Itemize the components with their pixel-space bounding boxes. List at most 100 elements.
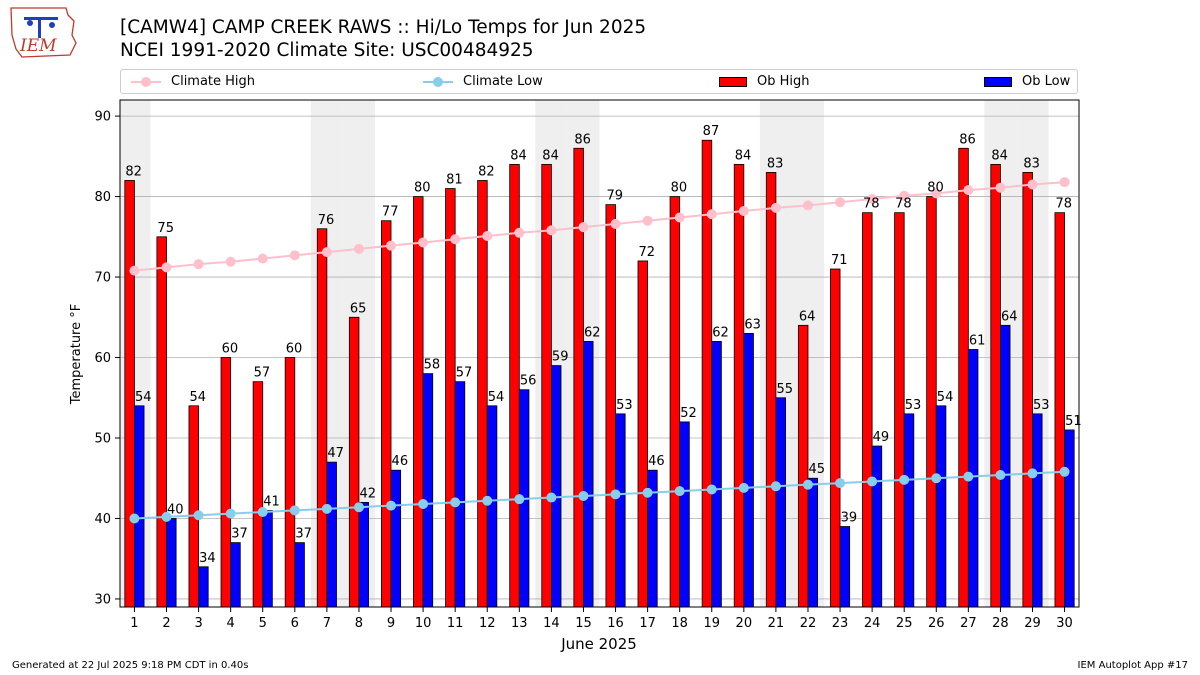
ob-low-bar xyxy=(390,469,402,608)
x-tick-label: 27 xyxy=(960,616,977,631)
x-tick-label: 10 xyxy=(415,616,432,631)
ob-low-label: 55 xyxy=(776,382,793,397)
ob-high-label: 86 xyxy=(574,132,591,147)
climate-high-point xyxy=(642,215,653,226)
legend-label: Ob High xyxy=(757,74,810,89)
climate-high-point xyxy=(931,188,942,199)
ob-high-bar xyxy=(605,204,616,608)
climate-low-point xyxy=(321,503,332,514)
ob-low-bar xyxy=(839,526,851,608)
ob-high-label: 80 xyxy=(927,181,944,196)
ob-low-label: 42 xyxy=(359,486,376,501)
ob-low-label: 46 xyxy=(648,454,665,469)
ob-high-label: 84 xyxy=(510,148,527,163)
ob-low-label: 53 xyxy=(905,398,922,413)
climate-high-point xyxy=(193,259,204,270)
ob-high-label: 81 xyxy=(446,173,463,188)
climate-low-point xyxy=(674,486,685,497)
x-tick-label: 12 xyxy=(479,616,496,631)
ob-high-label: 78 xyxy=(895,197,912,212)
climate-high-point xyxy=(450,234,461,245)
ob-low-bar xyxy=(807,477,819,608)
ob-high-bar xyxy=(765,172,777,608)
weekend-band xyxy=(120,100,151,607)
weekend-band xyxy=(342,100,375,607)
climate-high-point xyxy=(321,247,332,258)
ob-high-label: 75 xyxy=(157,221,174,236)
climate-high-point xyxy=(802,200,813,211)
ob-low-bar xyxy=(358,501,369,608)
ob-low-label: 49 xyxy=(873,430,890,445)
ob-high-label: 54 xyxy=(189,390,206,405)
climate-high-point xyxy=(418,237,429,248)
ob-low-bar xyxy=(230,542,241,608)
climate-low-point xyxy=(1059,466,1070,477)
climate-high-point xyxy=(482,231,493,242)
ob-high-bar xyxy=(252,381,264,608)
climate-low-point xyxy=(963,471,974,482)
ob-low-label: 57 xyxy=(456,366,473,381)
ob-low-label: 37 xyxy=(295,527,312,542)
app-credit: IEM Autoplot App #17 xyxy=(1077,660,1188,671)
ob-high-bar xyxy=(413,196,424,608)
climate-high-point xyxy=(1027,179,1038,190)
ob-low-bar xyxy=(935,405,947,608)
ob-high-bar xyxy=(862,212,873,608)
x-tick-label: 7 xyxy=(323,616,331,631)
climate-high-point xyxy=(963,185,974,196)
ob-high-bar xyxy=(894,212,905,608)
ob-low-label: 53 xyxy=(1033,398,1050,413)
y-tick-label: 90 xyxy=(94,110,111,125)
ob-low-label: 52 xyxy=(680,406,697,421)
climate-low-point xyxy=(161,511,172,522)
x-tick-label: 29 xyxy=(1024,616,1041,631)
ob-high-label: 77 xyxy=(382,205,399,220)
y-tick-label: 30 xyxy=(94,592,111,607)
x-tick-label: 28 xyxy=(992,616,1009,631)
ob-low-bar xyxy=(1032,413,1043,608)
climate-low-point xyxy=(546,492,557,503)
climate-high-point xyxy=(706,209,717,220)
climate-high-point xyxy=(610,218,621,229)
ob-low-label: 53 xyxy=(616,398,633,413)
climate-low-point xyxy=(931,473,942,484)
climate-low-point xyxy=(802,479,813,490)
ob-low-label: 63 xyxy=(744,317,761,332)
ob-low-label: 56 xyxy=(520,374,537,389)
climate-low-point xyxy=(353,502,364,513)
ob-high-label: 83 xyxy=(1023,156,1040,171)
ob-high-label: 82 xyxy=(125,164,142,179)
climate-low-point xyxy=(578,490,589,501)
ob-low-label: 64 xyxy=(1001,309,1018,324)
ob-low-bar xyxy=(743,332,754,608)
ob-low-bar xyxy=(583,341,594,608)
legend-climate-high: Climate High xyxy=(131,70,255,93)
climate-low-point xyxy=(706,484,717,495)
climate-low-point xyxy=(738,482,749,493)
ob-low-bar xyxy=(518,389,530,608)
ob-high-label: 79 xyxy=(606,189,623,204)
ob-high-bar xyxy=(669,196,681,608)
ob-high-bar xyxy=(573,147,584,608)
climate-low-swatch xyxy=(423,76,453,87)
ob-low-bar xyxy=(134,405,145,608)
ob-low-label: 40 xyxy=(167,502,184,517)
ob-low-label: 59 xyxy=(552,350,569,365)
ob-low-label: 54 xyxy=(135,390,152,405)
ob-high-label: 60 xyxy=(222,342,239,357)
ob-low-label: 47 xyxy=(327,446,344,461)
ob-low-bar xyxy=(967,349,979,608)
ob-low-bar xyxy=(198,566,209,608)
ob-low-label: 58 xyxy=(424,358,441,373)
ob-high-bar xyxy=(926,196,937,608)
ob-high-bar xyxy=(733,163,745,608)
ob-high-bar xyxy=(188,405,199,608)
ob-low-label: 37 xyxy=(231,527,248,542)
ob-low-bar xyxy=(422,373,434,608)
ob-low-bar xyxy=(1000,324,1011,608)
x-tick-label: 3 xyxy=(194,616,202,631)
ob-high-label: 84 xyxy=(542,148,559,163)
x-tick-label: 8 xyxy=(355,616,363,631)
ob-high-label: 84 xyxy=(991,148,1008,163)
